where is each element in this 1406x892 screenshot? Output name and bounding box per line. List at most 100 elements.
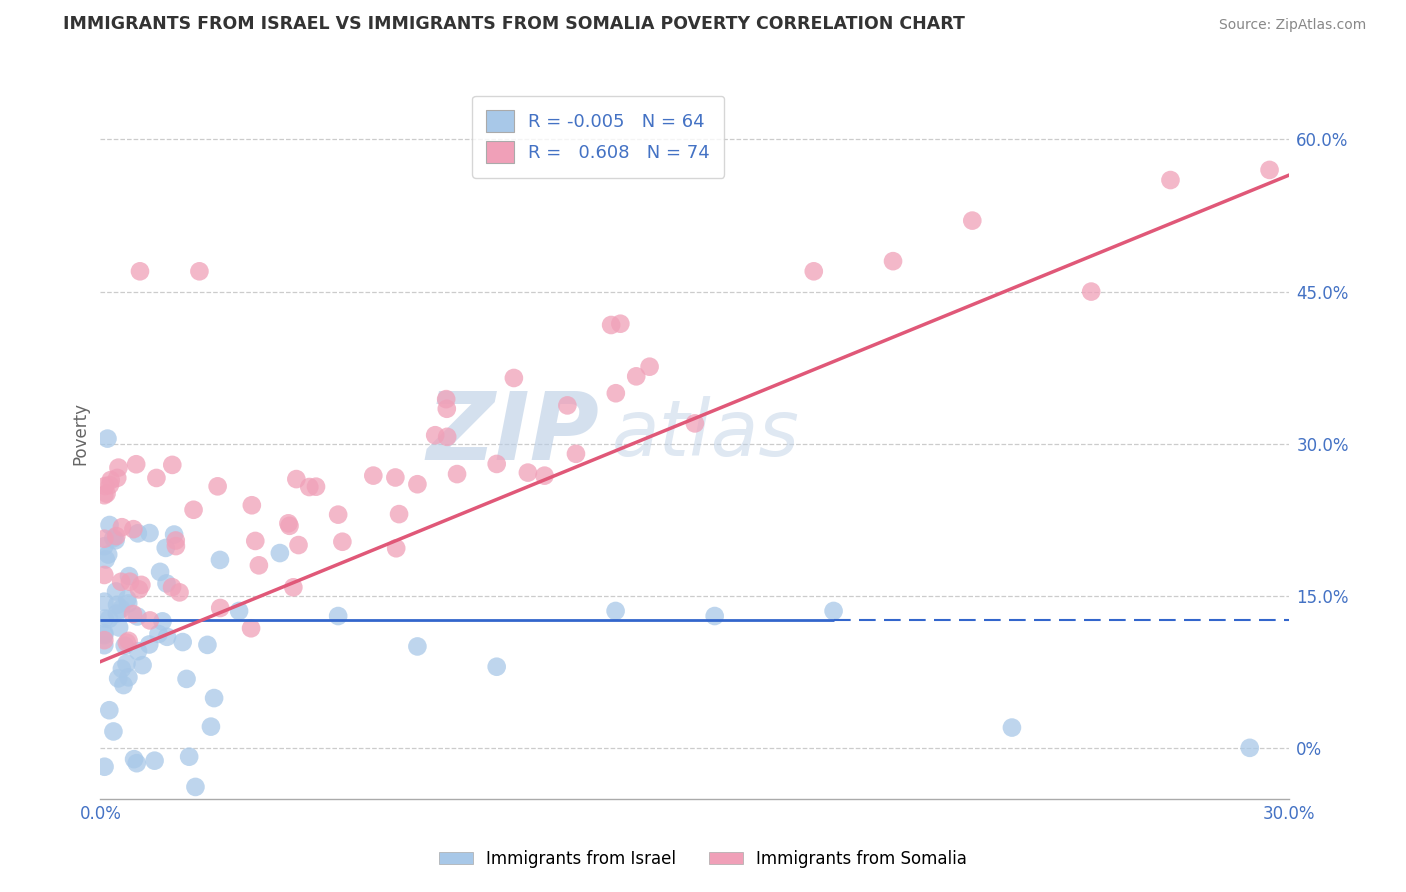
- Point: [609, 317, 631, 331]
- Point: [638, 359, 661, 374]
- Point: [605, 604, 627, 618]
- Point: [108, 620, 131, 634]
- Point: [93, 539, 115, 553]
- Point: [110, 602, 132, 616]
- Point: [145, 471, 167, 485]
- Point: [626, 369, 648, 384]
- Point: [125, 457, 148, 471]
- Point: [100, 473, 122, 487]
- Point: [117, 592, 139, 607]
- Point: [208, 553, 231, 567]
- Point: [207, 479, 229, 493]
- Point: [209, 601, 232, 615]
- Point: [143, 754, 166, 768]
- Point: [1080, 285, 1102, 299]
- Point: [285, 472, 308, 486]
- Point: [240, 498, 263, 512]
- Point: [328, 609, 350, 624]
- Point: [277, 516, 299, 531]
- Point: [384, 470, 406, 484]
- Point: [103, 531, 125, 545]
- Point: [93, 638, 115, 652]
- Point: [96, 432, 118, 446]
- Point: [131, 578, 153, 592]
- Point: [962, 213, 984, 227]
- Y-axis label: Poverty: Poverty: [72, 402, 89, 465]
- Point: [305, 480, 328, 494]
- Point: [200, 720, 222, 734]
- Point: [283, 580, 305, 594]
- Point: [605, 386, 627, 401]
- Point: [115, 635, 138, 649]
- Point: [169, 585, 191, 599]
- Point: [112, 678, 135, 692]
- Point: [138, 638, 160, 652]
- Point: [122, 522, 145, 536]
- Point: [425, 428, 447, 442]
- Point: [127, 609, 149, 624]
- Point: [104, 533, 127, 548]
- Point: [94, 552, 117, 566]
- Point: [388, 507, 411, 521]
- Point: [184, 780, 207, 794]
- Point: [139, 614, 162, 628]
- Point: [98, 612, 121, 626]
- Point: [138, 526, 160, 541]
- Point: [176, 672, 198, 686]
- Text: Source: ZipAtlas.com: Source: ZipAtlas.com: [1219, 18, 1367, 31]
- Point: [434, 392, 457, 406]
- Point: [155, 576, 177, 591]
- Point: [179, 749, 201, 764]
- Point: [240, 621, 263, 635]
- Point: [127, 526, 149, 541]
- Point: [565, 447, 588, 461]
- Point: [93, 611, 115, 625]
- Point: [98, 478, 121, 492]
- Point: [436, 430, 458, 444]
- Point: [803, 264, 825, 278]
- Point: [162, 458, 184, 472]
- Point: [93, 628, 115, 642]
- Point: [93, 626, 115, 640]
- Point: [156, 630, 179, 644]
- Point: [683, 417, 706, 431]
- Point: [118, 569, 141, 583]
- Point: [269, 546, 291, 560]
- Point: [165, 533, 187, 548]
- Point: [600, 318, 623, 332]
- Point: [105, 607, 128, 621]
- Point: [328, 508, 350, 522]
- Point: [105, 529, 128, 543]
- Point: [98, 518, 121, 533]
- Point: [485, 659, 508, 673]
- Text: IMMIGRANTS FROM ISRAEL VS IMMIGRANTS FROM SOMALIA POVERTY CORRELATION CHART: IMMIGRANTS FROM ISRAEL VS IMMIGRANTS FRO…: [63, 14, 965, 32]
- Point: [278, 518, 301, 533]
- Point: [105, 584, 128, 599]
- Point: [245, 533, 267, 548]
- Point: [129, 264, 152, 278]
- Point: [131, 658, 153, 673]
- Point: [298, 480, 321, 494]
- Point: [93, 568, 115, 582]
- Point: [363, 468, 385, 483]
- Point: [93, 488, 115, 502]
- Point: [385, 541, 408, 556]
- Point: [98, 703, 121, 717]
- Text: atlas: atlas: [612, 395, 800, 472]
- Point: [115, 657, 138, 671]
- Point: [103, 724, 125, 739]
- Point: [163, 527, 186, 541]
- Text: ZIP: ZIP: [427, 387, 600, 480]
- Point: [228, 604, 250, 618]
- Point: [882, 254, 904, 268]
- Point: [332, 534, 354, 549]
- Point: [93, 760, 115, 774]
- Point: [97, 548, 120, 562]
- Point: [117, 633, 139, 648]
- Point: [1239, 740, 1261, 755]
- Point: [93, 532, 115, 546]
- Point: [107, 460, 129, 475]
- Point: [118, 574, 141, 589]
- Point: [122, 752, 145, 766]
- Point: [125, 756, 148, 771]
